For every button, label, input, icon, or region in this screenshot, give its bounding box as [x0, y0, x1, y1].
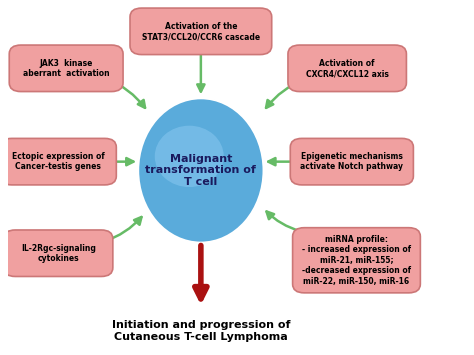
FancyBboxPatch shape	[130, 8, 272, 55]
FancyBboxPatch shape	[0, 138, 116, 185]
Ellipse shape	[155, 126, 224, 187]
FancyBboxPatch shape	[288, 45, 406, 92]
Text: Activation of the
STAT3/CCL20/CCR6 cascade: Activation of the STAT3/CCL20/CCR6 casca…	[142, 22, 260, 41]
FancyBboxPatch shape	[290, 138, 413, 185]
FancyBboxPatch shape	[9, 45, 123, 92]
Ellipse shape	[138, 98, 264, 243]
Text: Epigenetic mechanisms
activate Notch pathway: Epigenetic mechanisms activate Notch pat…	[301, 152, 403, 171]
Text: miRNA profile:
- increased expression of
miR-21, miR-155;
-decreased expression : miRNA profile: - increased expression of…	[302, 235, 411, 285]
FancyBboxPatch shape	[4, 230, 113, 277]
Text: Initiation and progression of
Cutaneous T-cell Lymphoma: Initiation and progression of Cutaneous …	[111, 320, 290, 342]
Text: JAK3  kinase
aberrant  activation: JAK3 kinase aberrant activation	[23, 59, 109, 78]
Text: Ectopic expression of
Cancer-testis genes: Ectopic expression of Cancer-testis gene…	[12, 152, 105, 171]
Text: Malignant
transformation of
T cell: Malignant transformation of T cell	[146, 154, 256, 187]
FancyBboxPatch shape	[292, 228, 420, 293]
Text: Activation of
CXCR4/CXCL12 axis: Activation of CXCR4/CXCL12 axis	[306, 59, 389, 78]
Text: IL-2Rgc-signaling
cytokines: IL-2Rgc-signaling cytokines	[21, 244, 96, 263]
